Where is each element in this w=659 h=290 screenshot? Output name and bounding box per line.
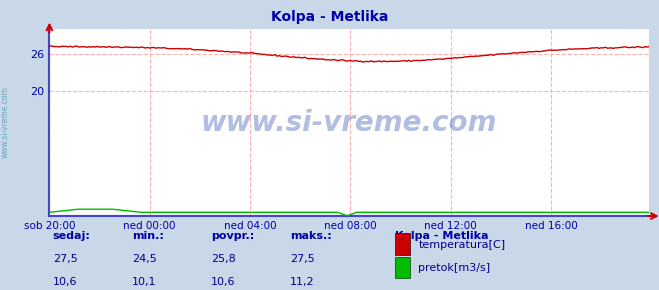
Text: 25,8: 25,8 — [211, 254, 236, 264]
Text: temperatura[C]: temperatura[C] — [418, 240, 505, 250]
Text: maks.:: maks.: — [290, 231, 331, 240]
Text: min.:: min.: — [132, 231, 163, 240]
Text: povpr.:: povpr.: — [211, 231, 254, 240]
Text: 10,6: 10,6 — [53, 277, 77, 287]
Text: 27,5: 27,5 — [53, 254, 78, 264]
Text: 27,5: 27,5 — [290, 254, 315, 264]
Text: 24,5: 24,5 — [132, 254, 157, 264]
Text: Kolpa - Metlika: Kolpa - Metlika — [271, 10, 388, 24]
Text: 10,6: 10,6 — [211, 277, 235, 287]
Text: sedaj:: sedaj: — [53, 231, 90, 240]
Text: www.si-vreme.com: www.si-vreme.com — [1, 86, 10, 158]
Text: Kolpa - Metlika: Kolpa - Metlika — [395, 231, 489, 240]
Text: pretok[m3/s]: pretok[m3/s] — [418, 263, 490, 273]
Text: 10,1: 10,1 — [132, 277, 156, 287]
Text: 11,2: 11,2 — [290, 277, 314, 287]
Text: www.si-vreme.com: www.si-vreme.com — [201, 108, 498, 137]
